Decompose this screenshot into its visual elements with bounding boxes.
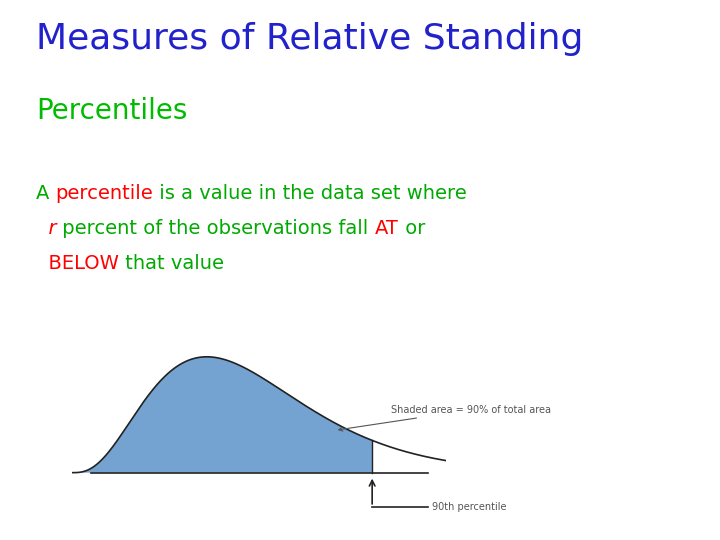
Text: Shaded area = 90% of total area: Shaded area = 90% of total area — [338, 405, 551, 431]
Text: r: r — [36, 219, 56, 238]
Text: 90th percentile: 90th percentile — [432, 502, 507, 512]
Text: or: or — [399, 219, 426, 238]
Polygon shape — [72, 357, 372, 472]
Text: is a value in the data set where: is a value in the data set where — [153, 184, 467, 202]
Text: percentile: percentile — [55, 184, 153, 202]
Text: Percentiles: Percentiles — [36, 97, 187, 125]
Text: AT: AT — [375, 219, 399, 238]
Text: percent of the observations fall: percent of the observations fall — [56, 219, 375, 238]
Text: BELOW: BELOW — [36, 254, 119, 273]
Text: A: A — [36, 184, 55, 202]
Text: that value: that value — [119, 254, 224, 273]
Text: Measures of Relative Standing: Measures of Relative Standing — [36, 22, 583, 56]
